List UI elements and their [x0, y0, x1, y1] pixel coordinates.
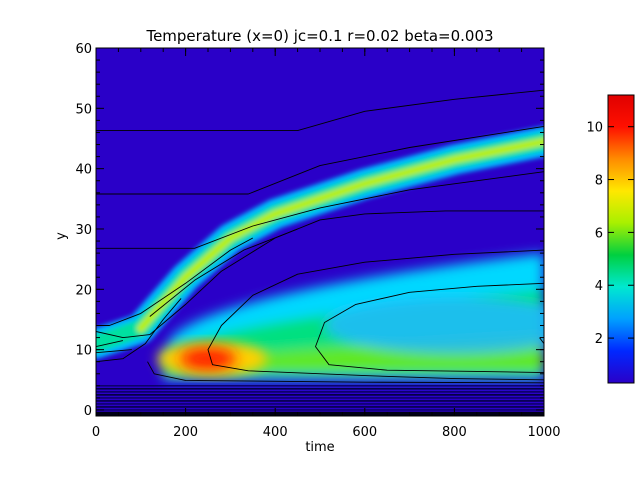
contour-line — [96, 298, 182, 363]
contour-line — [96, 89, 544, 132]
contour-line — [149, 228, 298, 317]
y-tick-label: 30 — [75, 223, 92, 238]
y-tick-label: 20 — [75, 283, 92, 298]
axes: 0 200 400 600 800 1000 0 10 20 30 40 50 60 — [75, 42, 560, 440]
y-axis-label: y — [54, 232, 69, 240]
x-tick-label: 200 — [173, 425, 198, 440]
plume-pocket — [324, 297, 544, 354]
hot-spot-core — [180, 347, 236, 370]
chart-title: Temperature (x=0) jc=0.1 r=0.02 beta=0.0… — [145, 27, 493, 45]
hot-spot — [157, 341, 268, 376]
x-tick-label: 0 — [92, 425, 100, 440]
y-tick-label: 40 — [75, 163, 92, 178]
contour-line — [315, 282, 544, 374]
contour-line — [96, 237, 254, 326]
colorbar-tick-label: 8 — [595, 174, 603, 189]
band-inner — [136, 137, 544, 333]
colorbar: 2 4 6 8 10 — [586, 94, 635, 384]
x-tick-label: 400 — [263, 425, 288, 440]
colorbar-tick-label: 4 — [595, 279, 603, 294]
y-tick-label: 0 — [84, 404, 92, 419]
heatmap-field — [96, 48, 544, 416]
colorbar-tick-label: 10 — [586, 121, 603, 136]
y-tick-label: 10 — [75, 344, 92, 359]
contour-line — [207, 249, 544, 381]
x-tick-label: 600 — [352, 425, 377, 440]
x-tick-label: 800 — [442, 425, 467, 440]
colorbar-gradient — [607, 94, 635, 384]
y-tick-label: 60 — [75, 42, 92, 57]
contour-line — [96, 125, 544, 195]
contour-line — [539, 337, 544, 344]
contour-line — [96, 349, 132, 354]
contour-line — [96, 340, 123, 348]
y-tick-label: 50 — [75, 102, 92, 117]
diagonal-band — [96, 126, 544, 359]
x-tick-label: 1000 — [527, 425, 560, 440]
contour-line — [96, 171, 544, 249]
colorbar-tick-label: 2 — [595, 332, 603, 347]
contour-line — [96, 210, 544, 339]
contour-line — [147, 361, 544, 384]
x-axis-label: time — [305, 440, 334, 455]
contour-lines — [96, 89, 544, 384]
colorbar-tick-label: 6 — [595, 226, 603, 241]
